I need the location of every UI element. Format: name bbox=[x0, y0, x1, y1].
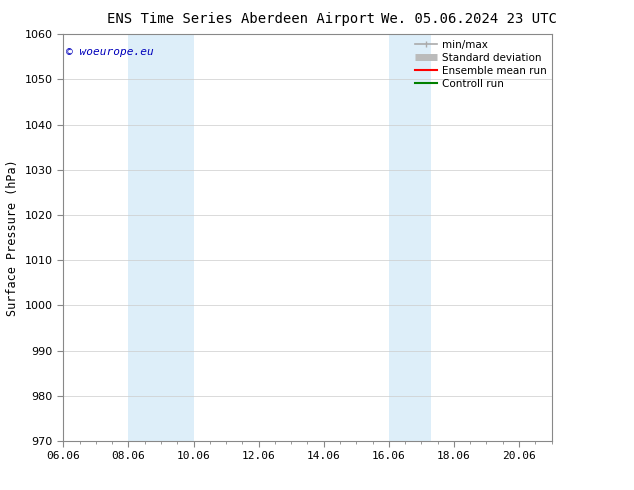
Text: ENS Time Series Aberdeen Airport: ENS Time Series Aberdeen Airport bbox=[107, 12, 375, 26]
Text: We. 05.06.2024 23 UTC: We. 05.06.2024 23 UTC bbox=[381, 12, 557, 26]
Text: © woeurope.eu: © woeurope.eu bbox=[66, 47, 153, 56]
Bar bbox=[129, 34, 193, 441]
Bar bbox=[389, 34, 431, 441]
Y-axis label: Surface Pressure (hPa): Surface Pressure (hPa) bbox=[6, 159, 19, 316]
Legend: min/max, Standard deviation, Ensemble mean run, Controll run: min/max, Standard deviation, Ensemble me… bbox=[415, 40, 547, 89]
